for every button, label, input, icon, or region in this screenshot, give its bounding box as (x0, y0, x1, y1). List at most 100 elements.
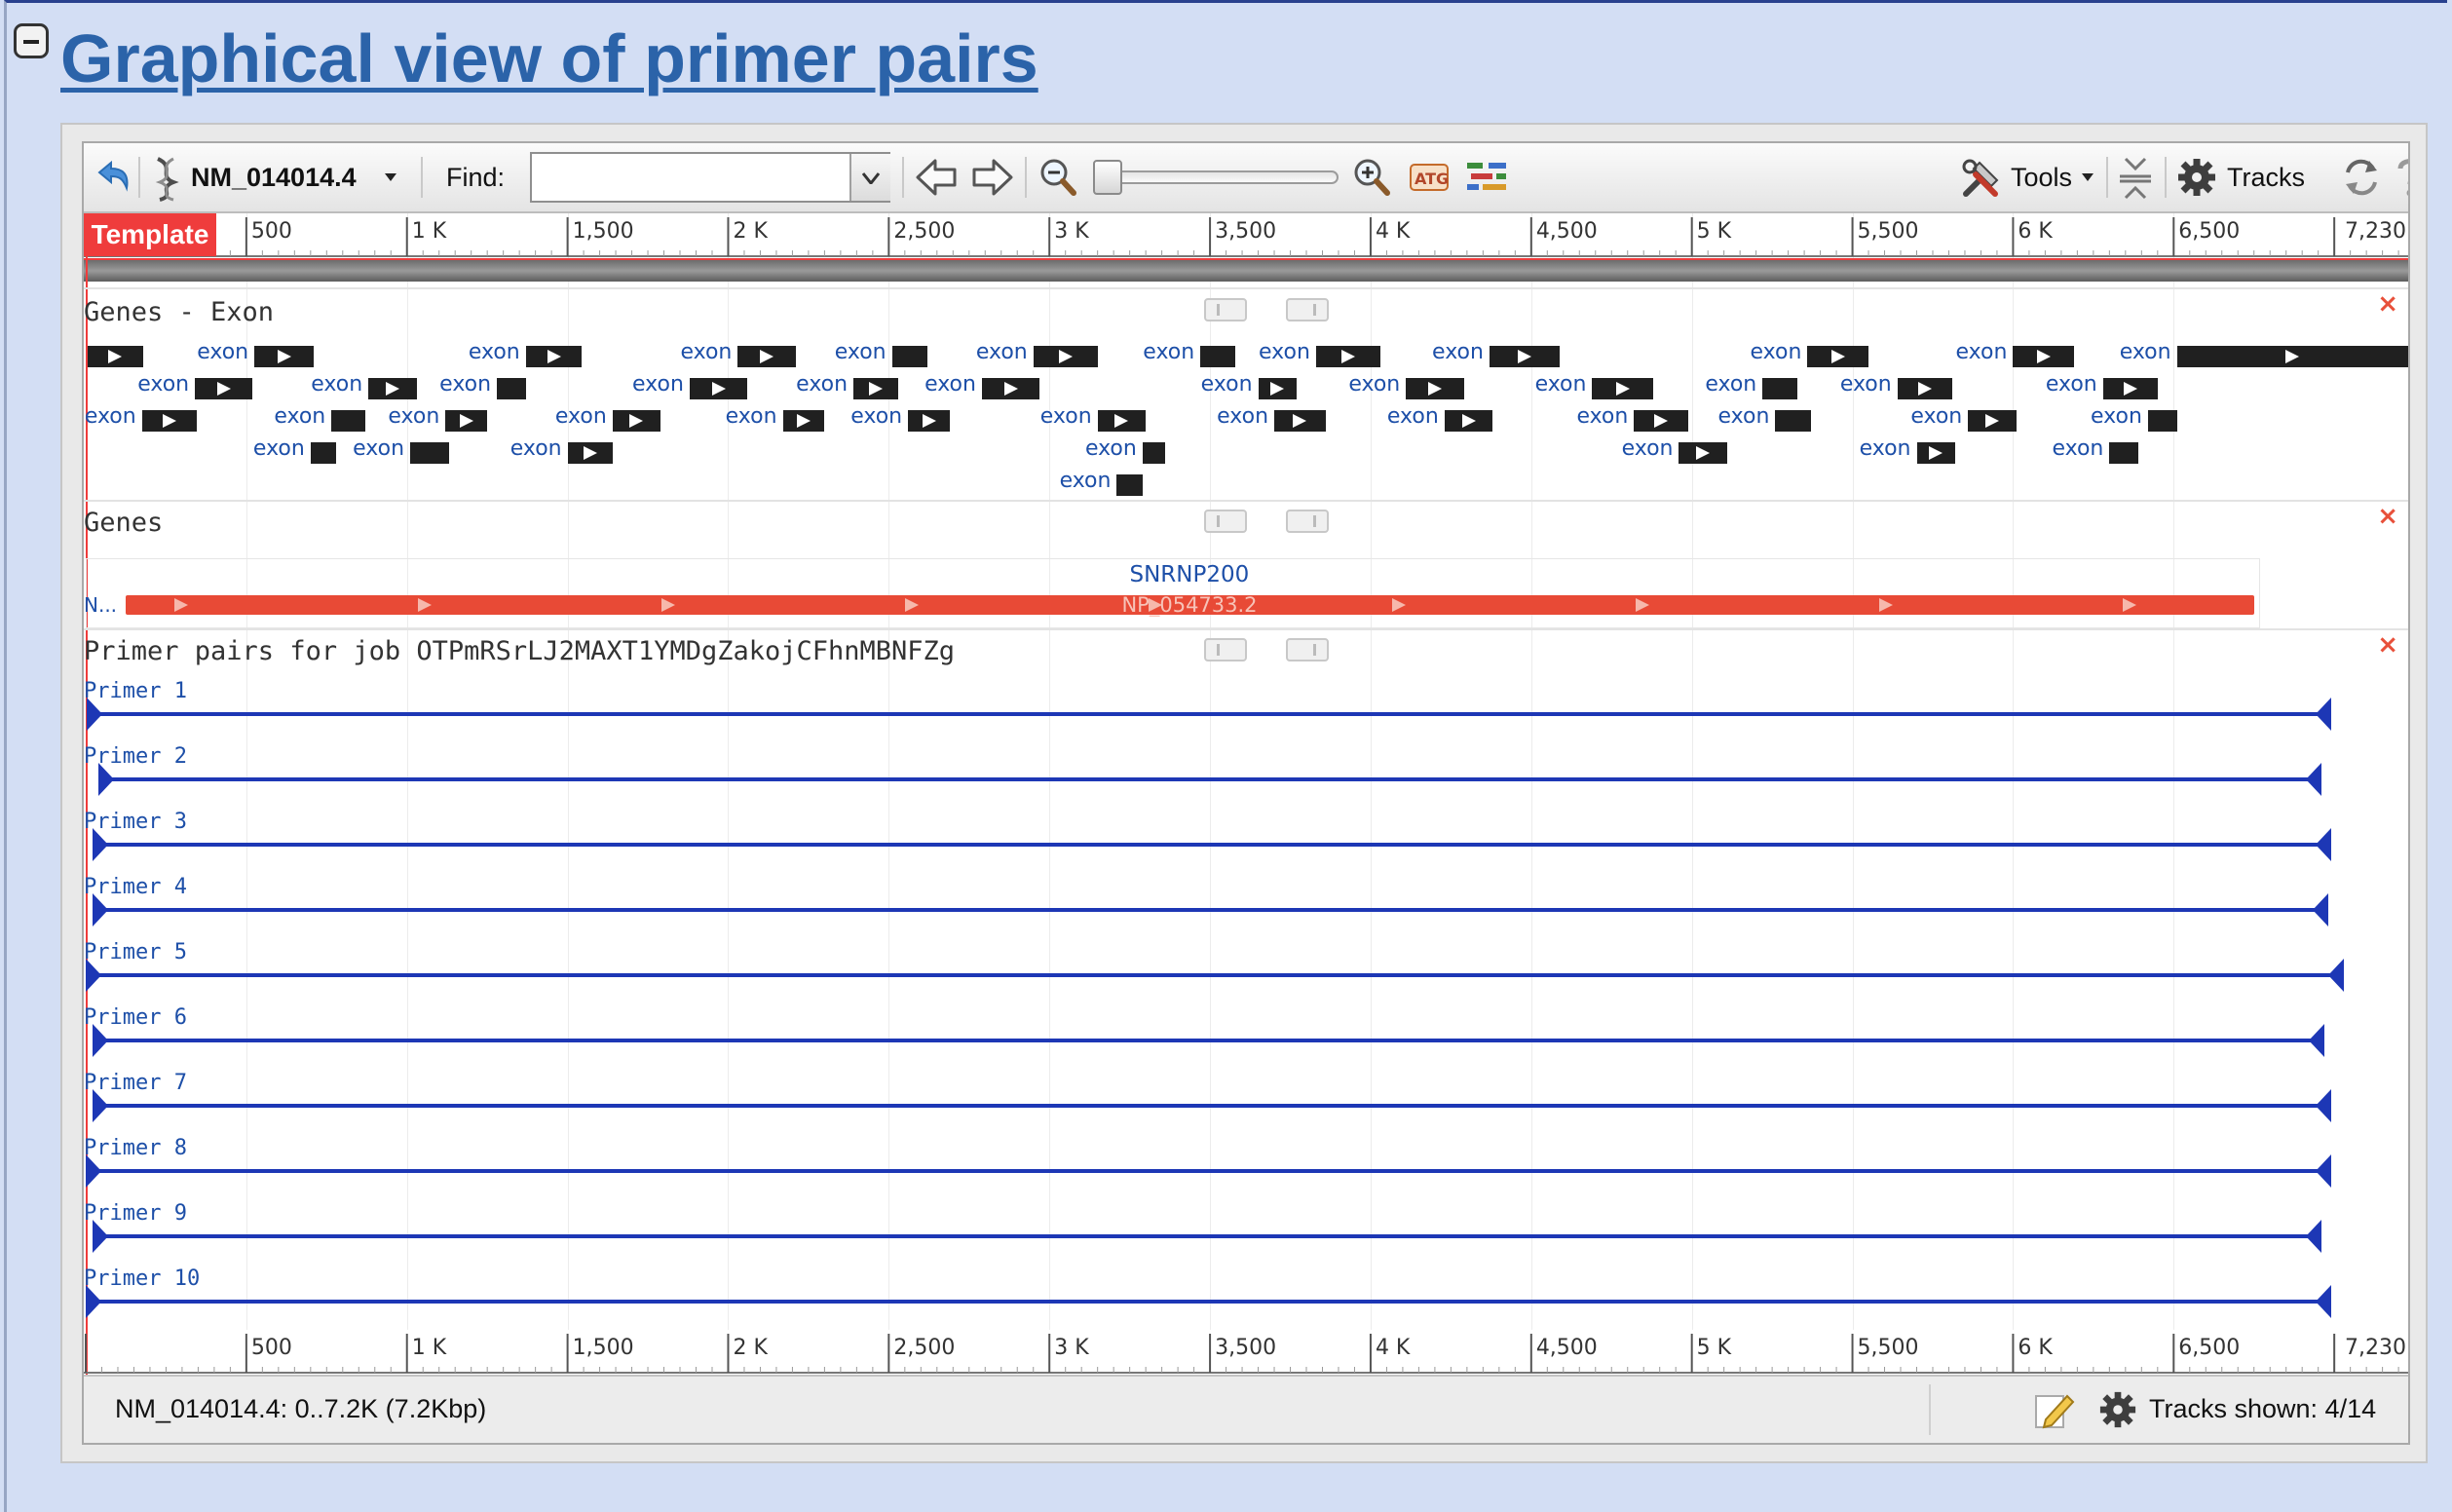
exon-feature[interactable] (1968, 410, 2017, 432)
exon-feature[interactable] (1274, 410, 1326, 432)
exon-feature[interactable] (2109, 442, 2139, 464)
zoom-in-icon[interactable] (1352, 157, 1391, 198)
track-next-button[interactable] (1286, 510, 1329, 533)
exon-feature[interactable] (1406, 378, 1464, 399)
exon-feature[interactable] (410, 442, 449, 464)
primer-pair-line[interactable] (98, 777, 2321, 781)
primer-pair-line[interactable] (86, 1169, 2331, 1173)
exon-feature[interactable] (1807, 346, 1869, 367)
reverse-primer-marker[interactable] (2305, 1220, 2321, 1253)
track-next-button[interactable] (1286, 638, 1329, 662)
exon-feature[interactable] (2176, 346, 2408, 367)
tools-menu[interactable]: Tools (2011, 163, 2073, 192)
primer-pair-line[interactable] (92, 1039, 2325, 1042)
tracks-menu[interactable]: Tracks (2227, 163, 2305, 192)
exon-feature[interactable] (1116, 474, 1143, 496)
primer-pair-line[interactable] (86, 973, 2345, 977)
reverse-primer-marker[interactable] (2315, 1285, 2331, 1318)
sequence-view-icon[interactable]: ATG (1409, 159, 1450, 196)
forward-primer-marker[interactable] (92, 1024, 108, 1057)
zoom-slider-thumb[interactable] (1093, 160, 1122, 195)
exon-feature[interactable] (612, 410, 661, 432)
exon-feature[interactable] (737, 346, 796, 367)
exon-feature[interactable] (195, 378, 253, 399)
reverse-primer-marker[interactable] (2315, 828, 2331, 861)
find-input[interactable] (530, 152, 890, 203)
exon-feature[interactable] (1679, 442, 1727, 464)
gear-icon[interactable] (2176, 157, 2217, 198)
reverse-primer-marker[interactable] (2312, 893, 2328, 926)
chevron-down-icon[interactable] (384, 172, 397, 182)
exon-feature[interactable] (1916, 442, 1956, 464)
exon-feature[interactable] (1142, 442, 1165, 464)
exon-feature[interactable] (331, 410, 365, 432)
sequence-selector[interactable]: NM_014014.4 (191, 163, 357, 192)
exon-feature[interactable] (1097, 410, 1147, 432)
close-track-icon[interactable]: × (2377, 502, 2398, 531)
exon-feature[interactable] (853, 378, 899, 399)
exon-feature[interactable] (1033, 346, 1098, 367)
exon-feature[interactable] (1634, 410, 1689, 432)
reverse-primer-marker[interactable] (2315, 1089, 2331, 1122)
exon-feature[interactable] (1762, 378, 1798, 399)
primer-pair-line[interactable] (86, 712, 2331, 716)
primer-pair-line[interactable] (92, 908, 2328, 912)
section-title[interactable]: Graphical view of primer pairs (60, 20, 1038, 96)
pan-left-icon[interactable] (914, 155, 959, 200)
reverse-primer-marker[interactable] (2315, 1154, 2331, 1188)
zoom-out-icon[interactable] (1038, 157, 1077, 198)
track-next-button[interactable] (1286, 298, 1329, 321)
forward-primer-marker[interactable] (92, 828, 108, 861)
exon-feature[interactable] (1315, 346, 1380, 367)
primer-pair-line[interactable] (92, 1234, 2321, 1238)
exon-feature[interactable] (254, 346, 315, 367)
exon-feature[interactable] (497, 378, 526, 399)
reverse-primer-marker[interactable] (2315, 698, 2331, 731)
close-track-icon[interactable]: × (2377, 630, 2398, 660)
forward-primer-marker[interactable] (98, 763, 115, 796)
exon-feature[interactable] (1897, 378, 1952, 399)
exon-feature[interactable] (1258, 378, 1298, 399)
exon-feature[interactable] (87, 346, 144, 367)
reverse-primer-marker[interactable] (2328, 959, 2345, 992)
forward-primer-marker[interactable] (92, 893, 108, 926)
primer-pair-line[interactable] (92, 843, 2331, 847)
exon-feature[interactable] (567, 442, 613, 464)
track-prev-button[interactable] (1204, 298, 1247, 321)
chevron-down-icon[interactable] (2081, 172, 2094, 182)
primer-pair-line[interactable] (92, 1104, 2331, 1108)
exon-feature[interactable] (1775, 410, 1811, 432)
gear-icon[interactable] (2098, 1390, 2137, 1429)
collapse-section-button[interactable] (14, 23, 49, 58)
template-sequence-bar[interactable] (84, 258, 2408, 282)
track-prev-button[interactable] (1204, 510, 1247, 533)
exon-feature[interactable] (525, 346, 583, 367)
exon-feature[interactable] (1489, 346, 1561, 367)
primer-pair-line[interactable] (86, 1300, 2331, 1304)
tools-icon[interactable] (1960, 157, 2003, 200)
pan-right-icon[interactable] (970, 155, 1015, 200)
forward-primer-marker[interactable] (86, 1154, 101, 1188)
back-icon[interactable] (92, 155, 132, 198)
forward-primer-marker[interactable] (86, 1285, 101, 1318)
close-track-icon[interactable]: × (2377, 289, 2398, 319)
forward-primer-marker[interactable] (92, 1089, 108, 1122)
exon-feature[interactable] (2147, 410, 2177, 432)
reverse-primer-marker[interactable] (2309, 1024, 2325, 1057)
track-prev-button[interactable] (1204, 638, 1247, 662)
exon-feature[interactable] (891, 346, 927, 367)
collapse-tracks-icon[interactable] (2116, 155, 2155, 202)
exon-feature[interactable] (1200, 346, 1236, 367)
exon-feature[interactable] (2013, 346, 2075, 367)
exon-feature[interactable] (689, 378, 748, 399)
exon-feature[interactable] (782, 410, 825, 432)
refresh-icon[interactable] (2340, 155, 2383, 200)
tracks-shown-text[interactable]: Tracks shown: 4/14 (2149, 1394, 2377, 1423)
forward-primer-marker[interactable] (92, 1220, 108, 1253)
find-dropdown-button[interactable] (849, 154, 890, 201)
exon-feature[interactable] (1592, 378, 1654, 399)
reverse-primer-marker[interactable] (2305, 763, 2321, 796)
exon-feature[interactable] (445, 410, 488, 432)
exon-feature[interactable] (2102, 378, 2158, 399)
exon-feature[interactable] (1444, 410, 1493, 432)
